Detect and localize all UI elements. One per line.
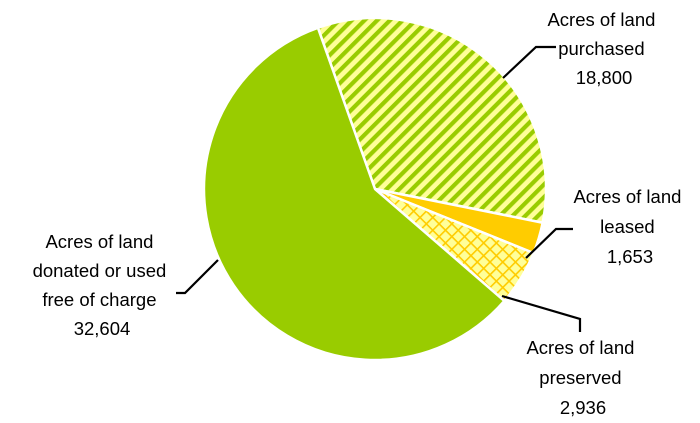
label-purchased-line-1: Acres of land (547, 9, 655, 30)
label-purchased-value: 18,800 (576, 67, 633, 88)
label-preserved-value: 2,936 (560, 397, 606, 418)
leader-line-donated (176, 259, 219, 295)
label-leased-value: 1,653 (607, 246, 653, 267)
leader-line-purchased (502, 45, 556, 79)
label-preserved-line-2: preserved (539, 367, 621, 388)
label-donated-line-2: donated or used (33, 260, 167, 281)
slice-purchased (316, 16, 548, 224)
label-leased-line-1: Acres of land (573, 186, 681, 207)
pie-slices (202, 16, 548, 362)
slice-donated (202, 26, 506, 362)
label-donated-value: 32,604 (74, 318, 131, 339)
label-donated-line-1: Acres of land (45, 231, 153, 252)
label-purchased-line-2: purchased (558, 38, 644, 59)
label-donated: Acres of land donated or used free of ch… (33, 231, 172, 339)
label-leased-line-2: leased (600, 216, 655, 237)
label-leased: Acres of land leased 1,653 (573, 186, 686, 267)
label-preserved-line-1: Acres of land (526, 337, 634, 358)
leader-line-preserved (501, 294, 582, 332)
label-donated-line-3: free of charge (42, 289, 156, 310)
leader-line-leased (525, 227, 573, 259)
label-purchased: Acres of land purchased 18,800 (547, 9, 660, 88)
label-preserved: Acres of land preserved 2,936 (526, 337, 639, 418)
